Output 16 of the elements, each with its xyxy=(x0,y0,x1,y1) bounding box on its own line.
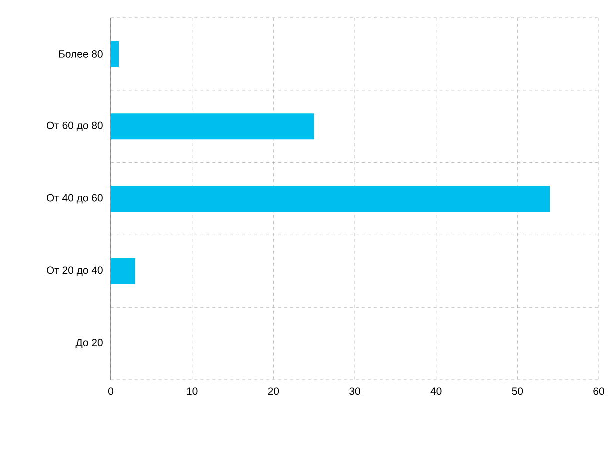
bar xyxy=(111,258,136,284)
x-tick-label: 20 xyxy=(268,388,280,396)
bar xyxy=(111,41,120,68)
x-tick-label: 0 xyxy=(108,388,114,396)
x-tick-label: 30 xyxy=(350,388,360,396)
x-tick-label: 10 xyxy=(187,388,198,396)
y-tick-label: До 20 xyxy=(76,339,103,348)
y-tick-label: От 40 до 60 xyxy=(46,194,103,204)
y-tick-label: От 60 до 80 xyxy=(46,122,103,132)
bar xyxy=(111,114,314,140)
y-tick-label: От 20 до 40 xyxy=(46,266,103,276)
x-tick-label: 40 xyxy=(430,388,442,396)
x-tick-label: 50 xyxy=(512,388,524,396)
bar xyxy=(111,186,550,212)
x-tick-label: 60 xyxy=(594,388,604,396)
y-tick-label: Более 80 xyxy=(59,50,103,58)
